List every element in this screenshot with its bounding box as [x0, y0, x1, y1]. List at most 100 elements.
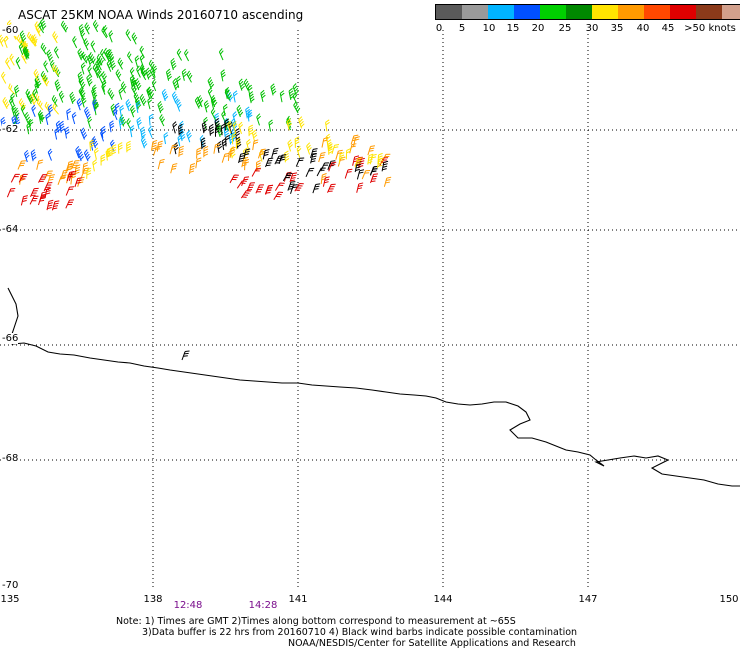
wind-barb [84, 22, 91, 35]
wind-barb [222, 103, 228, 116]
legend-swatch [618, 5, 644, 19]
wind-barb [105, 48, 112, 62]
pass-time-label: 14:28 [248, 600, 278, 611]
wind-barb [26, 122, 32, 135]
wind-barb [294, 183, 304, 192]
wind-barb [17, 160, 26, 170]
wind-barb [97, 70, 103, 84]
wind-barb [350, 134, 359, 145]
wind-barb [381, 160, 389, 172]
wind-barb [152, 65, 158, 78]
wind-barb [40, 42, 47, 55]
wind-barb [165, 68, 172, 81]
wind-barb [9, 53, 15, 66]
wind-barb [294, 136, 300, 148]
wind-barb [125, 29, 132, 42]
wind-barb [310, 148, 318, 159]
wind-barb [236, 180, 247, 189]
wind-barb [295, 157, 305, 167]
wind-barb [292, 92, 298, 105]
wind-barb [172, 78, 179, 91]
wind-barb [49, 59, 55, 73]
wind-barb [80, 127, 88, 140]
wind-barb [210, 97, 216, 110]
wind-barb [77, 48, 85, 61]
wind-barb [78, 23, 85, 37]
lat-label: -64 [2, 224, 19, 235]
wind-barb [270, 83, 277, 96]
coastline [7, 287, 740, 487]
wind-barb [170, 163, 178, 174]
wind-barb [95, 59, 102, 72]
wind-barb [177, 134, 183, 147]
wind-barb [298, 116, 305, 129]
wind-barb [44, 170, 53, 180]
legend-swatch [566, 5, 592, 19]
wind-barb [243, 78, 251, 91]
wind-barb [361, 169, 371, 180]
wind-barb [58, 90, 65, 103]
wind-barb [96, 53, 104, 66]
legend-tick: 10 [482, 23, 496, 34]
wind-barb [181, 68, 188, 81]
wind-barb [87, 53, 94, 66]
wind-barb [125, 99, 132, 112]
wind-barb [29, 93, 37, 106]
legend-tick: >50 knots [684, 23, 736, 34]
lon-label: 144 [433, 594, 453, 605]
wind-barb [171, 91, 179, 104]
wind-barb [146, 86, 152, 99]
legend-swatch [436, 5, 462, 19]
wind-barb [170, 57, 177, 71]
wind-barb [189, 163, 196, 174]
wind-barb [227, 120, 233, 133]
legend-tick: 5 [458, 23, 466, 34]
wind-barb [38, 195, 46, 206]
wind-barb [221, 152, 230, 163]
wind-barb [24, 149, 30, 163]
legend-tick: 25 [558, 23, 572, 34]
wind-barb [113, 107, 118, 120]
wind-barb [101, 71, 107, 84]
wind-barb [92, 159, 98, 172]
wind-barb [87, 116, 93, 129]
wind-barb [114, 102, 120, 115]
wind-barb [224, 86, 230, 100]
wind-barb [117, 57, 124, 70]
wind-barb [82, 162, 89, 174]
wind-barb [129, 67, 135, 80]
legend-color-bar [435, 4, 740, 20]
wind-barb [140, 136, 148, 149]
wind-barb [117, 142, 123, 154]
wind-barb [107, 87, 115, 100]
wind-barb [74, 177, 83, 188]
wind-barb [129, 125, 135, 138]
wind-barb [278, 154, 287, 165]
wind-barb [306, 142, 312, 155]
wind-barb [358, 157, 365, 169]
wind-barb [127, 51, 133, 64]
wind-barb [101, 82, 106, 95]
wind-barb [83, 38, 90, 51]
wind-barb [8, 83, 16, 95]
legend-tick: 45 [661, 23, 675, 34]
wind-barb [244, 158, 250, 171]
wind-barb [106, 59, 113, 72]
wind-barb [271, 147, 279, 158]
wind-barb [195, 157, 202, 169]
lon-label: 150 [719, 594, 739, 605]
wind-barb [320, 162, 330, 172]
wind-barb [328, 143, 333, 155]
wind-barb [67, 160, 74, 172]
wind-barb [255, 184, 265, 194]
wind-barb [35, 24, 42, 37]
wind-barb [118, 116, 124, 129]
note-line: NOAA/NESDIS/Center for Satellite Applica… [288, 638, 576, 649]
wind-barb [90, 40, 96, 53]
wind-barb [0, 116, 6, 130]
wind-barb [224, 118, 230, 131]
wind-barb [264, 184, 274, 195]
wind-barb [2, 96, 10, 110]
lon-label: 135 [0, 594, 20, 605]
wind-barb [100, 129, 105, 142]
